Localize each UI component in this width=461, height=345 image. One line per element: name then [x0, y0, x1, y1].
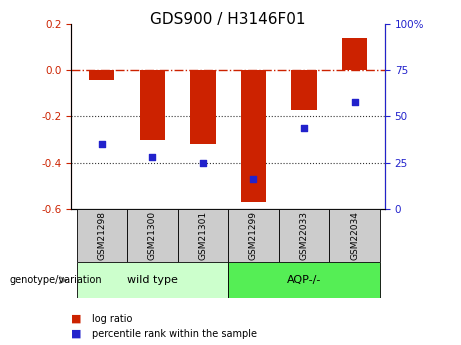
Text: GSM21300: GSM21300 — [148, 211, 157, 260]
Bar — [177, 209, 228, 262]
Bar — [279, 209, 329, 262]
Bar — [228, 262, 380, 298]
Text: ■: ■ — [71, 329, 82, 338]
Text: percentile rank within the sample: percentile rank within the sample — [92, 329, 257, 338]
Text: GSM22034: GSM22034 — [350, 211, 359, 260]
Bar — [241, 70, 266, 202]
Text: ■: ■ — [71, 314, 82, 324]
Text: GSM21299: GSM21299 — [249, 211, 258, 260]
Text: GSM21298: GSM21298 — [97, 211, 106, 260]
Bar — [342, 38, 367, 70]
Text: GDS900 / H3146F01: GDS900 / H3146F01 — [150, 12, 306, 27]
Bar — [140, 70, 165, 139]
Point — [148, 154, 156, 160]
Point — [301, 125, 308, 130]
Bar — [77, 262, 228, 298]
Point — [98, 141, 106, 147]
Text: GSM21301: GSM21301 — [198, 211, 207, 260]
Bar — [228, 209, 279, 262]
Point — [250, 176, 257, 182]
Point — [199, 160, 207, 165]
Text: genotype/variation: genotype/variation — [9, 275, 102, 285]
Text: AQP-/-: AQP-/- — [287, 275, 321, 285]
Point — [351, 99, 358, 105]
Text: wild type: wild type — [127, 275, 178, 285]
Bar — [190, 70, 216, 144]
Text: GSM22033: GSM22033 — [300, 211, 308, 260]
Bar — [291, 70, 317, 109]
Bar — [329, 209, 380, 262]
Bar — [77, 209, 127, 262]
Bar — [89, 70, 114, 79]
Bar — [127, 209, 177, 262]
Text: log ratio: log ratio — [92, 314, 133, 324]
